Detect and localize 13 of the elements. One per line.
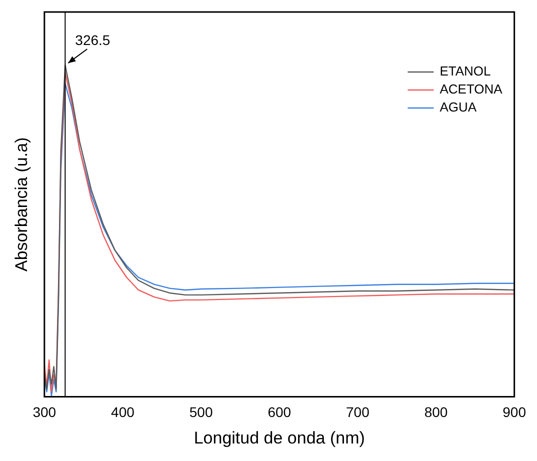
x-axis-title: Longitud de onda (nm) — [194, 428, 365, 448]
legend-label: ACETONA — [440, 82, 503, 97]
legend-label: AGUA — [440, 100, 477, 115]
annotation: 326.5 — [75, 32, 110, 48]
y-axis-title: Absorbancia (u.a) — [12, 137, 31, 272]
x-tick-label: 400 — [111, 404, 135, 420]
x-tick-label: 300 — [32, 404, 56, 420]
x-tick-label: 800 — [424, 404, 448, 420]
x-tick-label: 900 — [502, 404, 526, 420]
legend-label: ETANOL — [440, 64, 491, 79]
x-tick-label: 500 — [189, 404, 213, 420]
x-tick-label: 600 — [268, 404, 292, 420]
x-tick-label: 700 — [346, 404, 370, 420]
